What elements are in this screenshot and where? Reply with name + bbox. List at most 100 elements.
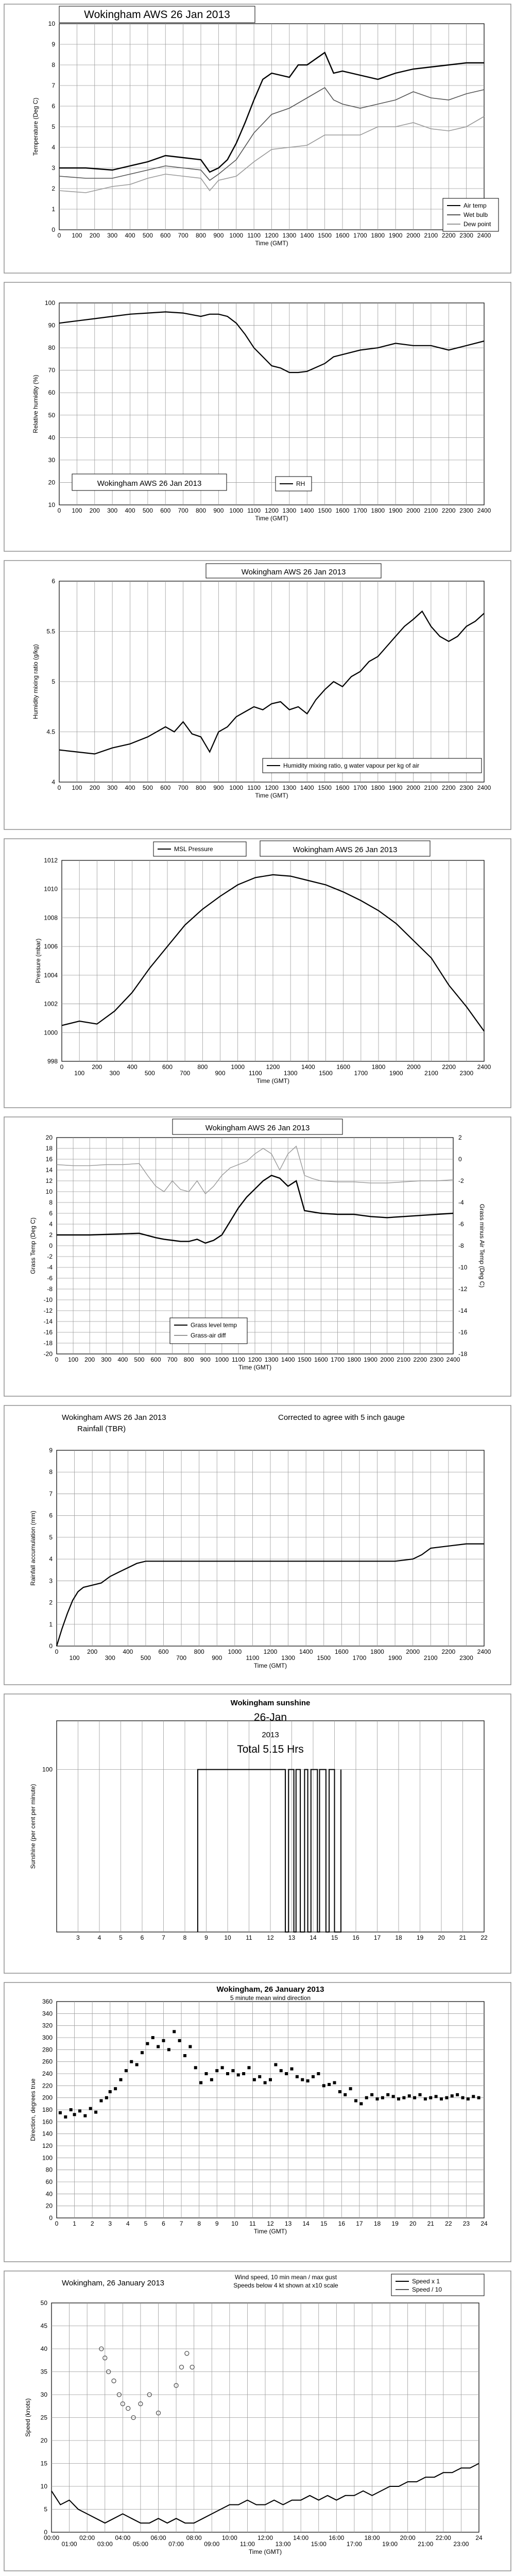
pressure-xtick-label: 2000: [407, 1063, 421, 1071]
pressure-xtick-label: 1800: [372, 1063, 386, 1071]
temp-xtick-label: 2100: [424, 232, 438, 239]
winddir-xtick-label: 20: [409, 2220, 417, 2227]
windspeed-xtick-label: 14:00: [293, 2534, 308, 2541]
grass-y2tick-label: 2: [458, 1134, 462, 1141]
winddir-point: [375, 2097, 379, 2100]
windspeed-ytick-label: 5: [44, 2506, 47, 2513]
rh-xtick-label: 900: [213, 507, 224, 514]
winddir-point: [99, 2099, 103, 2103]
mix-xtick-label: 2200: [442, 784, 456, 791]
windspeed-point: [190, 2364, 195, 2370]
rain-xtick-label: 400: [123, 1648, 133, 1655]
winddir-point: [354, 2099, 357, 2103]
winddir-point: [94, 2110, 98, 2114]
winddir-point: [105, 2096, 108, 2099]
rain-ytick-label: 5: [49, 1534, 53, 1541]
temp-xtick-label: 1700: [353, 232, 367, 239]
grass-y-axis-label: Grass Temp (Deg C): [29, 1217, 37, 1274]
mix-xtick-label: 600: [160, 784, 170, 791]
windspeed-xtick-label: 16:00: [329, 2534, 344, 2541]
temp-xtick-label: 2400: [477, 232, 491, 239]
rain-ytick-label: 7: [49, 1490, 53, 1497]
winddir-ytick-label: 180: [42, 2106, 53, 2113]
sun-xtick-label: 19: [417, 1934, 424, 1941]
winddir-point: [135, 2063, 139, 2066]
winddir-xtick-label: 2: [91, 2220, 94, 2227]
grass-y2tick-label: 0: [458, 1156, 462, 1163]
winddir-point: [263, 2081, 267, 2084]
pressure-ytick-label: 1004: [44, 972, 58, 979]
pressure-xtick-label: 900: [215, 1070, 225, 1077]
grass-ytick-label: -14: [44, 1318, 53, 1325]
rain-xtick-label: 500: [141, 1654, 151, 1662]
mix-legend-entry: Humidity mixing ratio, g water vapour pe…: [283, 762, 419, 769]
windspeed-point: [126, 2406, 131, 2411]
winddir-point: [450, 2094, 454, 2098]
windspeed-title: Wokingham, 26 January 2013: [62, 2279, 164, 2287]
rh-xtick-label: 300: [107, 507, 117, 514]
pressure-xtick-label: 700: [180, 1070, 190, 1077]
winddir-xtick-label: 7: [180, 2220, 183, 2227]
grass-xtick-label: 1800: [347, 1356, 361, 1363]
mix-xtick-label: 0: [58, 784, 61, 791]
mix-xtick-label: 900: [213, 784, 224, 791]
mix-xtick-label: 500: [143, 784, 153, 791]
temp-legend-entry: Dew point: [464, 221, 491, 228]
winddir-xtick-label: 15: [320, 2220, 328, 2227]
sun-xtick-label: 20: [438, 1934, 445, 1941]
pressure-xtick-label: 200: [92, 1063, 102, 1071]
windspeed-xtick-label: 20:00: [400, 2534, 416, 2541]
pressure-title: Wokingham AWS 26 Jan 2013: [293, 845, 398, 854]
grass-ytick-label: -10: [44, 1296, 53, 1303]
winddir-xtick-label: 18: [374, 2220, 381, 2227]
winddir-point: [157, 2045, 160, 2048]
grass-ytick-label: 0: [49, 1242, 53, 1249]
winddir-xtick-label: 13: [285, 2220, 292, 2227]
winddir-point: [413, 2096, 417, 2099]
winddir-ytick-label: 360: [42, 1998, 53, 2005]
grass-ytick-label: 12: [46, 1177, 53, 1184]
grass-ytick-label: 6: [49, 1210, 53, 1217]
sun-year: 2013: [262, 1731, 279, 1739]
grass-y2tick-label: -6: [458, 1221, 464, 1228]
grass-xtick-label: 1000: [215, 1356, 229, 1363]
pressure-xtick-label: 0: [60, 1063, 64, 1071]
sun-title: Wokingham sunshine: [231, 1699, 311, 1707]
temp-xtick-label: 400: [125, 232, 135, 239]
windspeed-xtick-label: 15:00: [311, 2540, 327, 2548]
mix-xtick-label: 200: [90, 784, 100, 791]
rh-xtick-label: 2200: [442, 507, 456, 514]
temp-xtick-label: 1200: [265, 232, 279, 239]
mix-xtick-label: 2300: [459, 784, 473, 791]
windspeed-xtick-label: 11:00: [240, 2540, 255, 2548]
pressure-xtick-label: 100: [74, 1070, 84, 1077]
windspeed-xtick-label: 17:00: [347, 2540, 362, 2548]
rain-xtick-label: 300: [105, 1654, 115, 1662]
windspeed-point: [116, 2392, 122, 2397]
grass-y2tick-label: -14: [458, 1307, 468, 1314]
winddir-point: [183, 2054, 186, 2057]
pressure-xtick-label: 1100: [249, 1070, 262, 1077]
windspeed-point: [174, 2383, 179, 2388]
windspeed-series-line: [51, 2463, 479, 2524]
grass-y2tick-label: -12: [458, 1285, 468, 1293]
rh-ytick-label: 30: [48, 456, 56, 464]
grass-ytick-label: 18: [46, 1145, 53, 1152]
windspeed-xtick-label: 08:00: [186, 2534, 202, 2541]
winddir-xtick-label: 24: [480, 2220, 488, 2227]
rh-xtick-label: 500: [143, 507, 153, 514]
winddir-ytick-label: 120: [42, 2142, 53, 2149]
pressure-ytick-label: 1002: [44, 1001, 58, 1008]
pressure-plot: [61, 860, 485, 1062]
winddir-point: [178, 2039, 181, 2042]
grass-xtick-label: 600: [150, 1356, 161, 1363]
winddir-point: [215, 2069, 219, 2073]
pressure-ytick-label: 1008: [44, 914, 58, 921]
winddir-xtick-label: 5: [144, 2220, 148, 2227]
rain-xtick-label: 1600: [335, 1648, 349, 1655]
pressure-xtick-label: 500: [145, 1070, 155, 1077]
windspeed-plot: [51, 2302, 479, 2533]
mix-xtick-label: 2400: [477, 784, 491, 791]
pressure-chart: 0 100 200 300 400 500 600 700 800 900 1000 1100 1200…: [4, 838, 511, 1108]
rain-xtick-label: 1800: [370, 1648, 384, 1655]
